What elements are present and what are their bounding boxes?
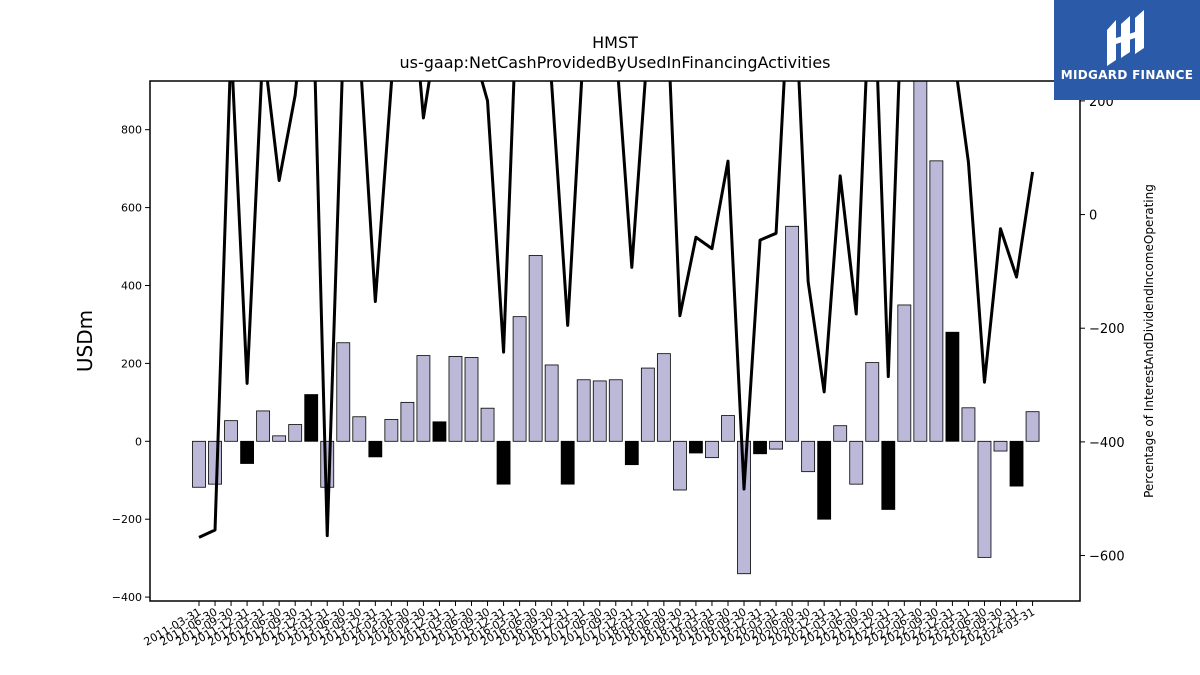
y2-tick-label: 0 (1089, 209, 1097, 224)
bar (929, 160, 944, 442)
bar-series (192, 81, 1040, 575)
bar (833, 425, 848, 442)
bar (801, 440, 816, 473)
y-tick-label: −200 (112, 513, 142, 526)
bar (528, 255, 543, 442)
bar (560, 440, 575, 485)
line-path (198, 81, 1035, 539)
y2-tick-label: −600 (1089, 550, 1125, 565)
logo-text: MIDGARD FINANCE (1060, 68, 1194, 82)
bar (656, 353, 671, 442)
bar (464, 357, 479, 442)
bar (1009, 440, 1024, 487)
bar (993, 440, 1008, 452)
y2-tick-label: −200 (1089, 322, 1125, 337)
line-series (198, 81, 1035, 539)
bar (753, 440, 767, 455)
bar (192, 440, 206, 488)
bar (1025, 411, 1040, 442)
bar (689, 440, 703, 454)
left-axis: −400 −200 0 200 400 600 800 (112, 124, 150, 604)
bar (576, 379, 591, 442)
y-tick-label: 400 (121, 279, 142, 292)
bar (673, 440, 687, 491)
bar (849, 440, 864, 485)
bar (737, 440, 751, 575)
chart-subtitle: us-gaap:NetCashProvidedByUsedInFinancing… (399, 53, 830, 72)
bar (288, 424, 303, 442)
bar (480, 407, 495, 442)
bar (945, 331, 960, 442)
bar (977, 440, 992, 558)
bar (961, 407, 976, 442)
bar (208, 440, 222, 485)
bar (592, 380, 607, 442)
bar (352, 416, 367, 442)
bar (913, 81, 928, 442)
bar (432, 421, 447, 442)
bar (512, 316, 527, 442)
bar (865, 362, 880, 442)
y-axis-label: USDm (73, 310, 97, 372)
brand-logo: MIDGARD FINANCE (1054, 0, 1200, 100)
y2-tick-label: −400 (1089, 436, 1125, 451)
bar (272, 435, 287, 442)
bar (705, 440, 719, 459)
x-axis: 2011-03-312011-06-302011-09-302011-12-31… (142, 601, 1037, 649)
y-tick-label: 600 (121, 202, 142, 215)
bar (224, 420, 238, 442)
bar (769, 440, 783, 450)
chart-title: HMST (592, 33, 638, 52)
bar (785, 225, 800, 442)
bar (721, 415, 735, 442)
bar (881, 440, 896, 510)
bar (544, 364, 559, 442)
y-tick-label: 800 (121, 124, 142, 137)
bar (897, 304, 912, 442)
bar (608, 379, 623, 442)
bar (368, 440, 383, 458)
y-tick-label: −400 (112, 591, 142, 604)
plot-frame (149, 80, 1081, 602)
bar (256, 410, 271, 442)
midgard-logo-icon (1107, 10, 1144, 66)
bar (400, 401, 415, 442)
bar (496, 440, 511, 485)
y-tick-label: 0 (135, 435, 142, 448)
bar (336, 342, 351, 442)
y-tick-label: 200 (121, 357, 142, 370)
bar (416, 355, 431, 442)
bar (448, 355, 463, 442)
bar (817, 440, 832, 520)
y2-axis-label: Percentage of InterestAndDividendIncomeO… (1142, 184, 1156, 498)
bar (240, 440, 254, 464)
bar (624, 440, 639, 466)
bar (304, 394, 319, 442)
bar (384, 419, 399, 442)
bar (640, 367, 655, 442)
